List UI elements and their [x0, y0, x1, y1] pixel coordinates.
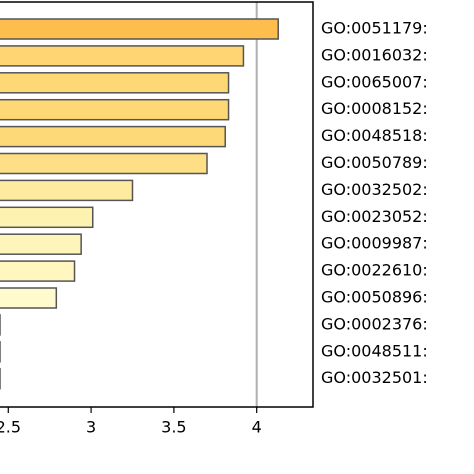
bar — [0, 18, 279, 40]
bar — [0, 179, 134, 202]
bar — [0, 98, 230, 121]
bar — [0, 152, 208, 175]
bar — [0, 72, 230, 94]
bar — [0, 45, 245, 67]
category-label: GO:0009987: — [321, 234, 428, 253]
x-tick-label: 2.5 — [0, 418, 21, 437]
category-label: GO:0032501: — [321, 368, 428, 387]
bar — [0, 206, 94, 229]
bar — [0, 287, 58, 309]
category-label: GO:0002376: — [321, 314, 428, 333]
x-tick-label: 4 — [252, 418, 262, 437]
category-label: GO:0048511: — [321, 341, 428, 360]
x-tick-label: 3 — [86, 418, 96, 437]
category-label: GO:0048518: — [321, 126, 428, 145]
bar — [0, 233, 82, 255]
category-label: GO:0050896: — [321, 288, 428, 307]
category-label: GO:0022610: — [321, 261, 428, 280]
category-label: GO:0032502: — [321, 180, 428, 199]
bar — [0, 260, 76, 282]
axis-frame — [0, 1, 314, 408]
category-label: GO:0050789: — [321, 153, 428, 172]
category-label: GO:0065007: — [321, 72, 428, 91]
category-label: GO:0016032: — [321, 45, 428, 64]
x-tick-label: 3.5 — [161, 418, 186, 437]
category-label: GO:0008152: — [321, 99, 428, 118]
category-label: GO:0023052: — [321, 207, 428, 226]
category-label: GO:0051179: — [321, 19, 428, 38]
bar — [0, 125, 226, 148]
